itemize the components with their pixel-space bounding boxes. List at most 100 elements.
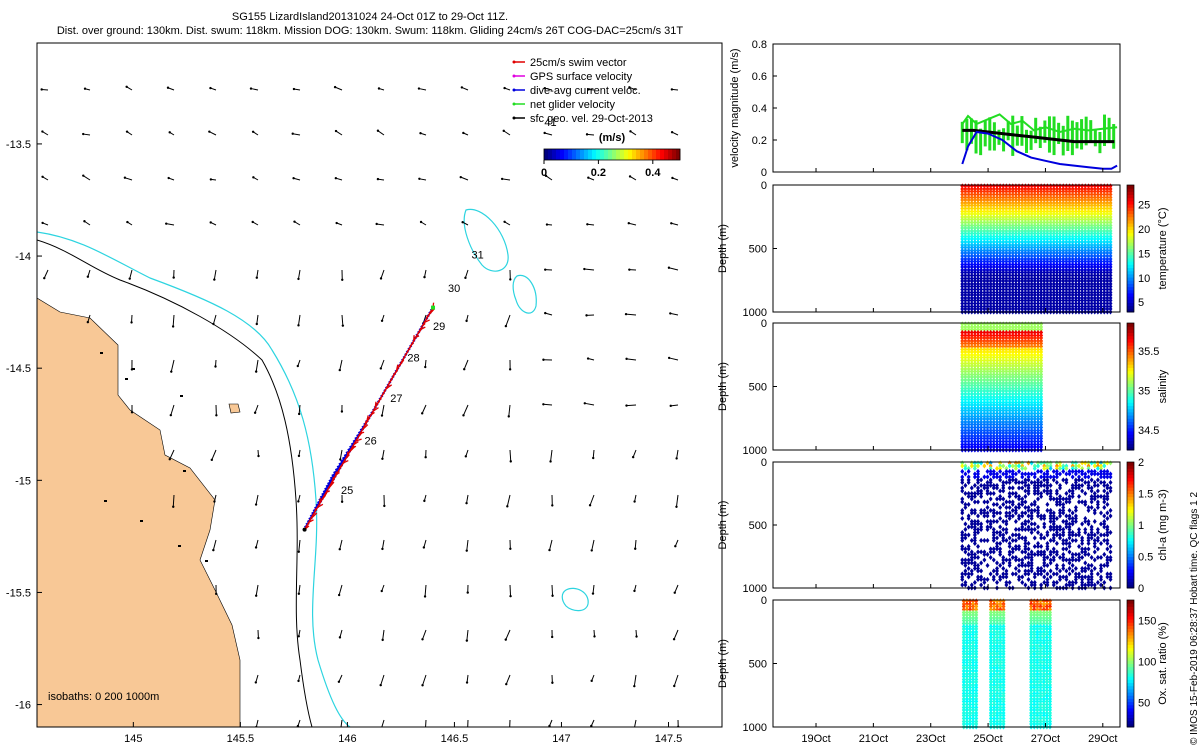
profile-colorbar-cell [1127, 348, 1134, 353]
profile-point: ♦ [978, 280, 984, 288]
profile-point: ♦ [975, 294, 981, 302]
geo-arrow-shaft [505, 674, 511, 685]
profile-point: ♦ [981, 255, 987, 263]
geo-arrow-head [166, 86, 170, 89]
profile-point: ♦ [965, 258, 971, 266]
geo-arrow-head [251, 220, 254, 224]
colorbar-cell [668, 149, 673, 160]
geo-arrow-head [125, 85, 128, 89]
geo-arrow-head [213, 278, 216, 281]
profile-point: ♦ [978, 292, 984, 300]
profile-point: ♦ [962, 266, 968, 274]
profile-point: ♦ [965, 183, 971, 191]
profile-point: ♦ [972, 300, 978, 308]
legend-swatch-head [512, 102, 516, 106]
geo-arrow-shaft [83, 175, 91, 181]
legend-swatch-head [512, 60, 516, 64]
profile-point: ♦ [978, 188, 984, 196]
legend-swatch-head [512, 88, 516, 92]
geo-arrow-head [459, 175, 462, 179]
geo-arrow-shaft [256, 314, 259, 325]
geo-arrow-head [504, 324, 508, 328]
profile-point: ♦ [962, 211, 968, 219]
day-label: 25 [341, 485, 353, 497]
geo-arrow-head [508, 368, 512, 371]
geo-arrow-head [548, 724, 551, 727]
geo-arrow-shaft [255, 674, 259, 683]
geo-arrow-head [377, 87, 381, 90]
profile-point: ♦ [984, 185, 990, 193]
profile-point: ♦ [972, 199, 978, 207]
profile-point: ♦ [965, 241, 971, 249]
day-label: 31 [472, 249, 484, 261]
velocity-ytick-label: 0.6 [752, 71, 767, 83]
profile-colorbar-cell [1127, 223, 1134, 227]
geo-arrow-shaft [212, 539, 217, 551]
profile-point: ♦ [984, 183, 990, 191]
profile-point: ♦ [962, 241, 968, 249]
profile-point: ♦ [965, 261, 971, 269]
profile-point: ♦ [965, 202, 971, 210]
geo-arrow-head [550, 635, 554, 639]
profile-point: ♦ [959, 252, 965, 260]
profile-point: ♦ [965, 272, 971, 280]
geo-arrow-head [297, 500, 300, 503]
profile-point: ♦ [959, 185, 965, 193]
profile-colorbar-cell [1127, 434, 1134, 438]
colorbar-cell [664, 149, 669, 160]
profile-point: ♦ [978, 266, 984, 274]
profile-point: ♦ [962, 272, 968, 280]
geo-arrow-head [169, 413, 173, 417]
profile-colorbar-cell [1127, 258, 1134, 262]
profile-colorbar-cell [1127, 399, 1134, 403]
profile-point: ♦ [972, 205, 978, 213]
geo-arrow-head [593, 635, 596, 638]
profile-point: ♦ [975, 230, 981, 238]
profile-point: ♦ [975, 278, 981, 286]
profile-point: ♦ [975, 252, 981, 260]
geo-arrow-shaft [424, 269, 427, 278]
profile-panel-2: ♦♦♦♦♦♦♦♦♦♦♦♦♦♦♦♦♦♦♦♦♦♦♦♦♦♦♦♦♦♦♦♦♦♦♦♦♦♦♦♦… [717, 318, 1169, 457]
geo-arrow-shaft [169, 449, 175, 460]
colorbar-tick-label: 0 [541, 167, 547, 179]
profile-colorbar-cell [1127, 386, 1134, 391]
colorbar-cell [656, 149, 661, 160]
geo-arrow-head [465, 681, 469, 684]
geo-arrow-shaft [424, 584, 427, 597]
geo-arrow-shaft [670, 404, 679, 407]
profile-point: ♦ [969, 300, 975, 308]
profile-point: ♦ [981, 233, 987, 241]
legend-swatch-head [512, 116, 516, 120]
profile-point: ♦ [962, 236, 968, 244]
geo-arrow-head [337, 593, 341, 597]
colorbar-cell [572, 149, 577, 160]
geo-arrow-shaft [633, 674, 637, 687]
colorbar-cell [616, 149, 621, 160]
profile-point: ♦ [965, 264, 971, 272]
profile-point: ♦ [978, 306, 984, 314]
profile-ytick-label: 0 [761, 180, 767, 192]
geo-arrow-head [462, 131, 465, 135]
geo-arrow-head [251, 130, 255, 133]
profile-point: ♦ [959, 199, 965, 207]
geo-arrow-head [380, 319, 384, 322]
profile-point: ♦ [962, 264, 968, 272]
profile-point: ♦ [969, 222, 975, 230]
geo-arrow-shaft [298, 584, 301, 594]
profile-point: ♦ [975, 269, 981, 277]
profile-point: ♦ [978, 244, 984, 252]
isobath-200m [37, 239, 313, 727]
profile-point: ♦ [969, 205, 975, 213]
geo-arrow-head [341, 278, 344, 281]
colorbar-frame [543, 148, 681, 161]
profile-point: ♦ [981, 294, 987, 302]
geo-arrow-shaft [673, 629, 679, 640]
geo-arrow-shaft [584, 268, 595, 271]
profile-point: ♦ [965, 294, 971, 302]
geo-arrow-head [291, 132, 294, 135]
profile-point: ♦ [978, 297, 984, 305]
profile-point: ♦ [981, 202, 987, 210]
profile-point: ♦ [975, 303, 981, 311]
profile-point: ♦ [972, 208, 978, 216]
profile-point: ♦ [972, 183, 978, 191]
